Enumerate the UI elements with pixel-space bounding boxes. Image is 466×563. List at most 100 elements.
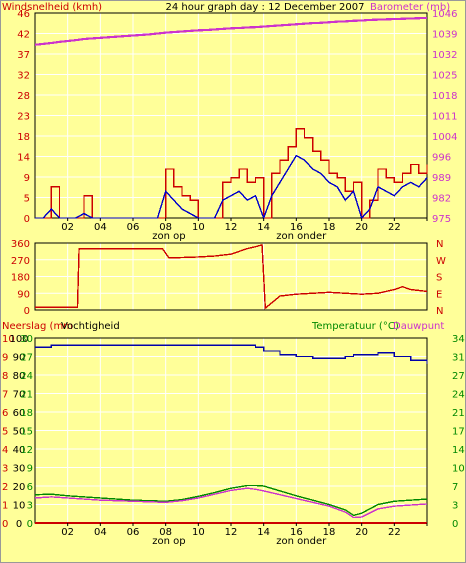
humidity-series-line xyxy=(35,344,428,364)
wind-panel-x-tick-label: 10 xyxy=(192,222,205,233)
barometer-y-tick-label: 1039 xyxy=(432,30,457,41)
humidity-panel-sunset-label: zon onder xyxy=(276,536,327,547)
temperature-right-y-tick-label: 31 xyxy=(452,353,465,364)
barometer-axis-title: Barometer (mb) xyxy=(370,2,450,13)
rain-y-tick-label: 4 xyxy=(2,445,8,456)
wind-y-tick-label: 9 xyxy=(24,173,30,184)
humidity-y-tick-label: 90 xyxy=(13,353,26,364)
temperature-left-y-tick-label: 12 xyxy=(20,445,33,456)
temperature-series-line xyxy=(34,484,428,517)
temperature-left-y-tick-label: 27 xyxy=(20,353,33,364)
direction-panel-frame xyxy=(34,242,428,311)
wind-y-tick-label: 5 xyxy=(24,194,30,205)
humidity-y-tick-label: 0 xyxy=(16,519,22,530)
temperature-left-y-tick-label: 18 xyxy=(20,408,33,419)
temperature-left-y-tick-label: 15 xyxy=(20,427,33,438)
wind-y-tick-label: 0 xyxy=(24,214,30,225)
humidity-y-tick-label: 50 xyxy=(13,427,26,438)
humidity-y-tick-label: 30 xyxy=(13,464,26,475)
barometer-y-tick-label: 982 xyxy=(432,194,451,205)
wind-panel-sunset-label: zon onder xyxy=(276,231,327,242)
rain-y-tick-label: 1 xyxy=(2,501,8,512)
wind-panel-x-tick-label: 02 xyxy=(61,222,74,233)
temperature-right-y-tick-label: 0 xyxy=(452,519,458,530)
humidity-panel-x-tick-label: 06 xyxy=(127,527,140,538)
wind-panel-x-tick-label: 20 xyxy=(355,222,368,233)
barometer-y-tick-label: 1004 xyxy=(432,132,457,143)
wind-y-tick-label: 28 xyxy=(17,91,30,102)
wind-panel-sunrise-label: zon op xyxy=(152,231,185,242)
rain-y-tick-label: 7 xyxy=(2,390,8,401)
temperature-right-y-tick-label: 14 xyxy=(452,445,465,456)
direction-compass-tick-label: N xyxy=(436,306,443,317)
rain-y-tick-label: 6 xyxy=(2,408,8,419)
chart-title: 24 hour graph day : 12 December 2007 xyxy=(166,2,365,13)
humidity-y-tick-label: 70 xyxy=(13,390,26,401)
humidity-y-tick-label: 40 xyxy=(13,445,26,456)
temperature-right-y-tick-label: 27 xyxy=(452,371,465,382)
temperature-left-y-tick-label: 24 xyxy=(20,371,33,382)
wind-direction-series-line xyxy=(35,243,428,310)
rain-y-tick-label: 3 xyxy=(2,464,8,475)
wind-panel-x-tick-label: 14 xyxy=(257,222,270,233)
temperature-left-y-tick-label: 0 xyxy=(27,519,33,530)
rain-y-tick-label: 8 xyxy=(2,371,8,382)
wind-y-tick-label: 23 xyxy=(17,112,30,123)
rain-y-tick-label: 0 xyxy=(2,519,8,530)
humidity-panel-x-tick-label: 14 xyxy=(257,527,270,538)
temperature-right-y-tick-label: 34 xyxy=(452,334,465,345)
wind-y-tick-label: 46 xyxy=(17,9,30,20)
direction-degree-tick-label: 0 xyxy=(24,306,30,317)
temperature-left-y-tick-label: 21 xyxy=(20,390,33,401)
wind-y-tick-label: 14 xyxy=(17,153,30,164)
temperature-left-y-tick-label: 9 xyxy=(27,464,33,475)
temperature-right-y-tick-label: 10 xyxy=(452,464,465,475)
humidity-y-tick-label: 20 xyxy=(13,482,26,493)
wind-panel-x-tick-label: 08 xyxy=(159,222,172,233)
temperature-right-y-tick-label: 17 xyxy=(452,427,465,438)
temperature-left-y-tick-label: 30 xyxy=(20,334,33,345)
humidity-panel-x-tick-label: 18 xyxy=(323,527,336,538)
rain-axis-title: Neerslag (mm xyxy=(2,321,73,332)
barometer-y-tick-label: 1032 xyxy=(432,50,457,61)
humidity-y-tick-label: 100 xyxy=(9,334,28,345)
humidity-y-tick-label: 10 xyxy=(13,501,26,512)
rain-y-tick-label: 10 xyxy=(2,334,15,345)
wind-y-tick-label: 32 xyxy=(17,71,30,82)
wind-speed-axis-title: Windsnelheid (kmh) xyxy=(2,2,102,13)
rain-y-tick-label: 2 xyxy=(2,482,8,493)
wind-y-tick-label: 37 xyxy=(17,50,30,61)
temperature-right-y-tick-label: 24 xyxy=(452,390,465,401)
humidity-y-tick-label: 60 xyxy=(13,408,26,419)
barometer-series-line xyxy=(34,16,428,46)
temperature-left-y-tick-label: 6 xyxy=(27,482,33,493)
direction-degree-tick-label: 90 xyxy=(17,289,30,300)
wind-panel-x-tick-label: 04 xyxy=(94,222,107,233)
temperature-left-y-tick-label: 3 xyxy=(27,501,33,512)
temperature-right-y-tick-label: 3 xyxy=(452,501,458,512)
temperature-right-y-tick-label: 21 xyxy=(452,408,465,419)
barometer-y-tick-label: 1025 xyxy=(432,71,457,82)
barometer-y-tick-label: 996 xyxy=(432,153,451,164)
direction-compass-tick-label: N xyxy=(436,239,443,250)
barometer-y-tick-label: 989 xyxy=(432,173,451,184)
wind-y-tick-label: 18 xyxy=(17,132,30,143)
humidity-panel-x-tick-label: 04 xyxy=(94,527,107,538)
humidity-panel-x-tick-label: 22 xyxy=(388,527,401,538)
wind-y-tick-label: 42 xyxy=(17,30,30,41)
humidity-panel-x-tick-label: 02 xyxy=(61,527,74,538)
wind-panel-x-tick-label: 16 xyxy=(290,222,303,233)
humidity-panel-sunrise-label: zon op xyxy=(152,536,185,547)
direction-degree-tick-label: 270 xyxy=(11,256,30,267)
humidity-panel-x-tick-label: 16 xyxy=(290,527,303,538)
barometer-y-tick-label: 975 xyxy=(432,214,451,225)
barometer-y-tick-label: 1046 xyxy=(432,9,457,20)
wind-panel-x-tick-label: 12 xyxy=(225,222,238,233)
direction-degree-tick-label: 180 xyxy=(11,273,30,284)
humidity-panel-x-tick-label: 20 xyxy=(355,527,368,538)
dewpoint-series-line xyxy=(34,487,428,519)
barometer-y-tick-label: 1018 xyxy=(432,91,457,102)
humidity-panel-x-tick-label: 12 xyxy=(225,527,238,538)
